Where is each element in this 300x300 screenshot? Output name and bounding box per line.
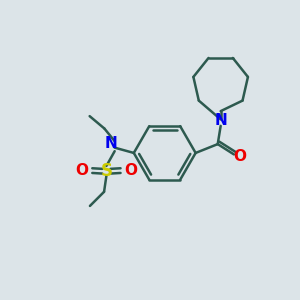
Text: N: N — [214, 113, 227, 128]
Text: S: S — [100, 162, 112, 180]
Text: O: O — [125, 163, 138, 178]
Text: N: N — [105, 136, 118, 151]
Text: O: O — [75, 163, 88, 178]
Text: O: O — [233, 149, 246, 164]
